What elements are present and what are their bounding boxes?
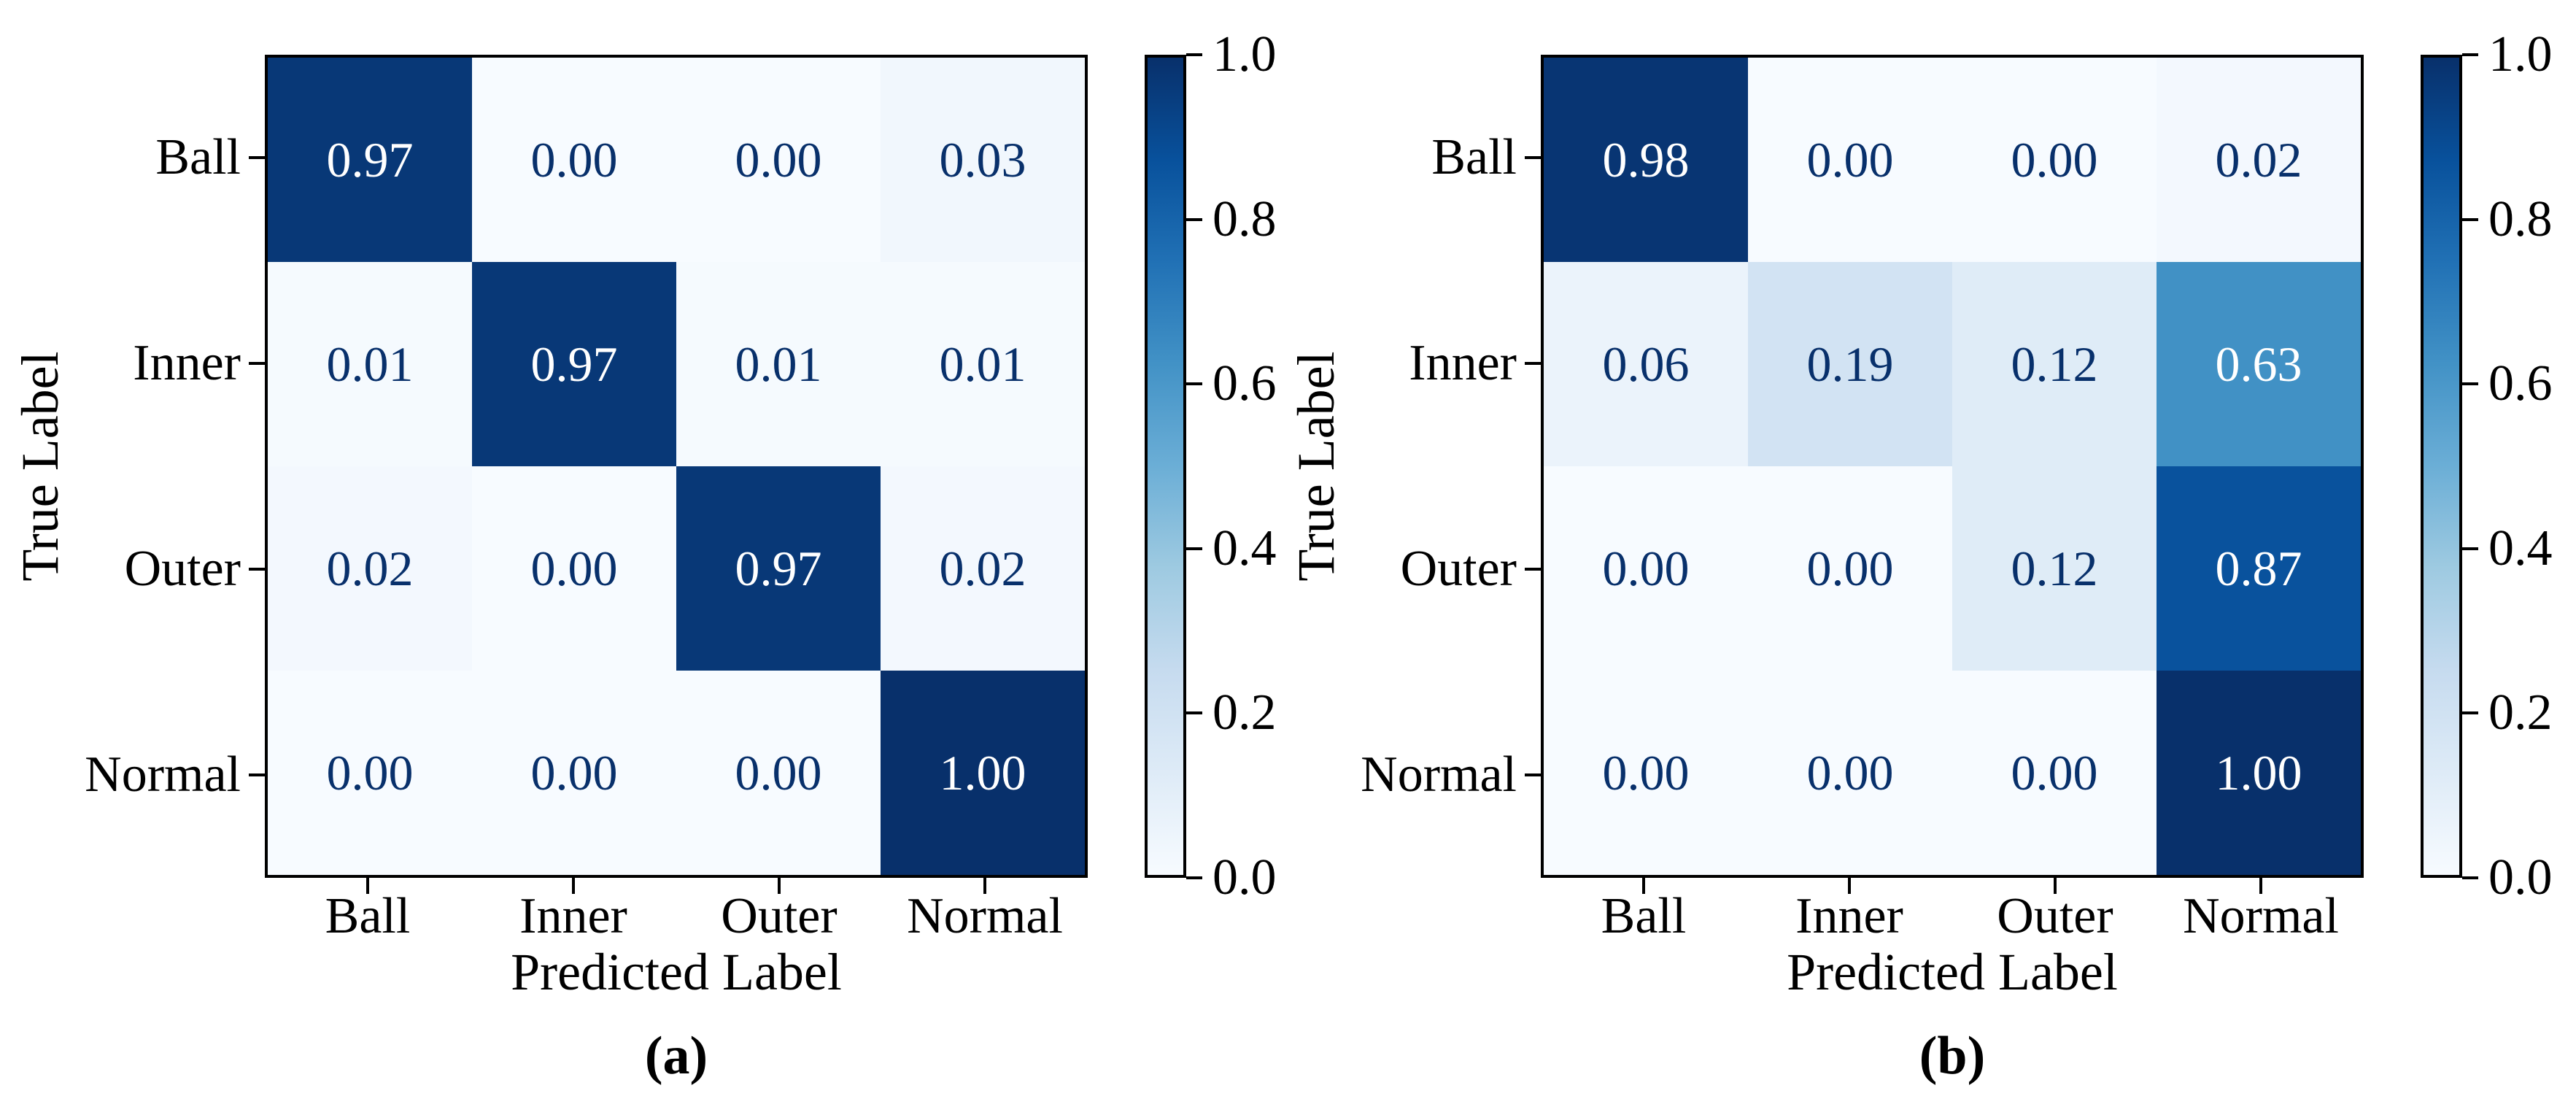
x-axis-label: Predicted Label [1787, 943, 2118, 1001]
colorbar [2421, 55, 2462, 878]
x-tick-label: Inner [519, 888, 627, 944]
colorbar-tick-mark [1186, 711, 1202, 715]
y-tick-label: Outer [124, 541, 241, 597]
colorbar-tick-mark [1186, 217, 1202, 221]
y-tick-label: Normal [85, 746, 241, 803]
colorbar-tick-label: 0.4 [2488, 520, 2553, 576]
x-tick-mark [366, 878, 369, 894]
x-tick-label: Normal [907, 888, 1063, 944]
colorbar-tick-mark [2462, 547, 2478, 550]
x-tick-mark [1642, 878, 1645, 894]
colorbar [1145, 55, 1186, 878]
colorbar-tick-label: 1.0 [2488, 26, 2553, 82]
x-tick-label: Ball [325, 888, 411, 944]
colorbar-tick-label: 0.0 [2488, 849, 2553, 906]
panel-a: True Label 0.97 0.00 0.00 0.03 0.01 0.97 0.01 0… [11, 26, 1277, 1086]
heatmap-cell: 0.97 [268, 58, 472, 262]
colorbar-tick-mark [1186, 382, 1202, 386]
heatmap-cell: 0.06 [1544, 262, 1748, 466]
y-tick-label: Ball [1431, 129, 1517, 185]
y-tick-mark [249, 362, 265, 365]
y-tick-label: Inner [1409, 335, 1517, 391]
colorbar-tick-label: 0.8 [1212, 190, 1277, 247]
heatmap-cell: 0.02 [2157, 58, 2361, 262]
colorbar-tick-mark [1186, 876, 1202, 879]
heatmap-cell: 0.00 [1748, 466, 1952, 671]
heatmap-cell: 0.00 [1544, 466, 1748, 671]
x-tick-label: Outer [721, 888, 838, 944]
heatmap-cell: 0.01 [676, 262, 881, 466]
heatmap-cell: 0.03 [881, 58, 1085, 262]
x-tick-label: Normal [2183, 888, 2339, 944]
heatmap-cell: 0.00 [676, 671, 881, 875]
y-tick-label: Ball [155, 129, 241, 185]
y-tick-label: Normal [1361, 746, 1517, 803]
heatmap-cell: 0.87 [2157, 466, 2361, 671]
y-tick-mark [249, 773, 265, 776]
colorbar-tick-label: 0.4 [1212, 520, 1277, 576]
colorbar-tick-label: 0.2 [2488, 684, 2553, 741]
panel-b: True Label 0.98 0.00 0.00 0.02 0.06 0.19 0.12 0… [1276, 0, 2576, 1115]
x-tick-label: Outer [1997, 888, 2113, 944]
y-tick-mark [1525, 773, 1541, 776]
y-tick-mark [1525, 568, 1541, 571]
y-tick-mark [249, 568, 265, 571]
subfigure-caption: (a) [644, 1026, 708, 1086]
colorbar-tick-mark [2462, 217, 2478, 221]
colorbar-tick-mark [1186, 53, 1202, 56]
x-tick-label: Ball [1601, 888, 1687, 944]
heatmap-cell: 0.00 [1748, 671, 1952, 875]
heatmap-cell: 0.01 [268, 262, 472, 466]
heatmap-cell: 0.63 [2157, 262, 2361, 466]
y-tick-label: Outer [1400, 541, 1517, 597]
heatmap-cell: 0.02 [268, 466, 472, 671]
y-tick-mark [1525, 156, 1541, 159]
x-tick-mark [572, 878, 575, 894]
heatmap-cell: 0.12 [1952, 466, 2157, 671]
heatmap-cell: 0.12 [1952, 262, 2157, 466]
heatmap-cell: 0.97 [676, 466, 881, 671]
colorbar-tick-label: 0.0 [1212, 849, 1277, 906]
x-tick-mark [1848, 878, 1851, 894]
heatmap-cell: 0.02 [881, 466, 1085, 671]
heatmap-cell: 0.00 [1748, 58, 1952, 262]
y-tick-mark [249, 156, 265, 159]
heatmap-cell: 0.00 [1544, 671, 1748, 875]
colorbar-tick-label: 0.6 [1212, 355, 1277, 412]
heatmap-cell: 0.00 [268, 671, 472, 875]
colorbar-tick-mark [1186, 547, 1202, 550]
subfigure-caption: (b) [1919, 1026, 1986, 1086]
heatmap-cell: 0.00 [472, 58, 676, 262]
heatmap-cell: 0.00 [1952, 671, 2157, 875]
heatmap-grid: 0.98 0.00 0.00 0.02 0.06 0.19 0.12 0.63 0.00 0.00… [1541, 55, 2364, 878]
x-tick-mark [2259, 878, 2262, 894]
colorbar-tick-mark [2462, 382, 2478, 386]
heatmap-cell: 1.00 [881, 671, 1085, 875]
heatmap-cell: 0.97 [472, 262, 676, 466]
colorbar-tick-mark [2462, 711, 2478, 715]
heatmap-cell: 0.98 [1544, 58, 1748, 262]
heatmap-cell: 0.00 [1952, 58, 2157, 262]
y-tick-label: Inner [133, 335, 241, 391]
heatmap-cell: 0.01 [881, 262, 1085, 466]
heatmap-cell: 0.00 [676, 58, 881, 262]
colorbar-tick-label: 0.2 [1212, 684, 1277, 741]
heatmap-cell: 0.19 [1748, 262, 1952, 466]
x-tick-mark [983, 878, 986, 894]
heatmap-grid: 0.97 0.00 0.00 0.03 0.01 0.97 0.01 0.01 0.02 0.00… [265, 55, 1088, 878]
heatmap-cell: 0.00 [472, 671, 676, 875]
x-tick-mark [2054, 878, 2057, 894]
colorbar-tick-label: 1.0 [1212, 26, 1277, 82]
heatmap-cell: 0.00 [472, 466, 676, 671]
colorbar-tick-label: 0.6 [2488, 355, 2553, 412]
x-tick-label: Inner [1795, 888, 1903, 944]
colorbar-tick-mark [2462, 53, 2478, 56]
x-axis-label: Predicted Label [511, 943, 842, 1001]
heatmap-cell: 1.00 [2157, 671, 2361, 875]
colorbar-tick-mark [2462, 876, 2478, 879]
colorbar-tick-label: 0.8 [2488, 190, 2553, 247]
y-tick-mark [1525, 362, 1541, 365]
x-tick-mark [778, 878, 781, 894]
